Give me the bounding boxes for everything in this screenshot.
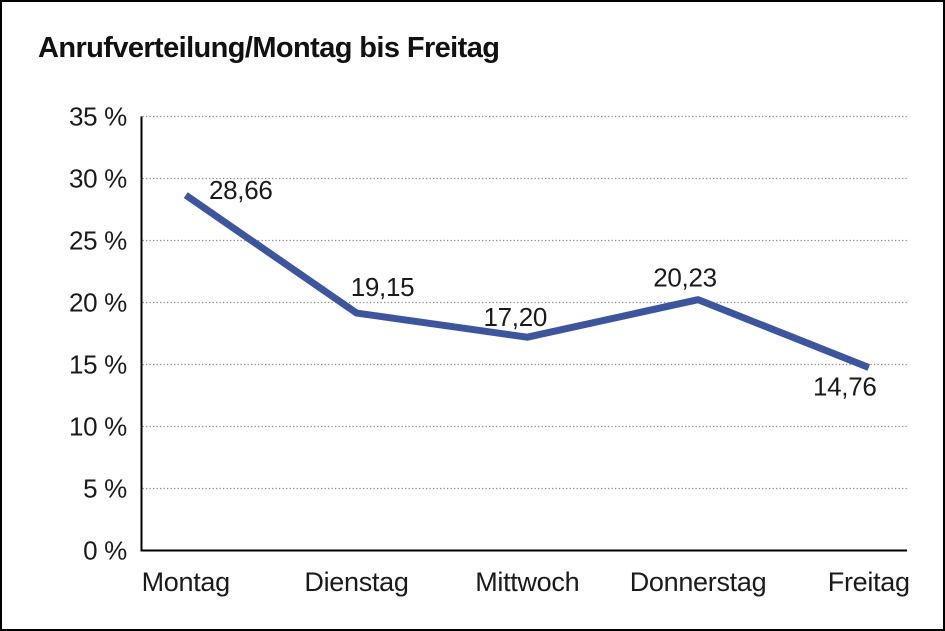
x-axis-category-label: Donnerstag [630, 567, 767, 597]
chart-title: Anrufverteilung/Montag bis Freitag [38, 32, 500, 64]
y-axis-tick-label: 10 % [69, 412, 127, 442]
data-line [183, 192, 871, 371]
data-point-label: 14,76 [813, 371, 877, 401]
data-point-label: 19,15 [351, 272, 415, 302]
x-axis-category-label: Freitag [828, 567, 910, 597]
y-axis-tick-label: 15 % [69, 350, 127, 380]
x-axis-category-label: Mittwoch [475, 567, 579, 597]
data-point-label: 17,20 [483, 302, 547, 332]
data-point-label: 28,66 [209, 175, 273, 205]
y-axis-tick-label: 25 % [69, 226, 127, 256]
y-axis-tick-label: 20 % [69, 288, 127, 318]
x-axis-category-label: Dienstag [304, 567, 408, 597]
y-axis-tick-label: 35 % [69, 102, 127, 132]
y-axis-tick-label: 5 % [83, 474, 127, 504]
data-point-label: 20,23 [653, 263, 717, 293]
y-axis-tick-label: 30 % [69, 164, 127, 194]
x-axis-category-label: Montag [142, 567, 230, 597]
y-axis-tick-label: 0 % [83, 536, 127, 566]
